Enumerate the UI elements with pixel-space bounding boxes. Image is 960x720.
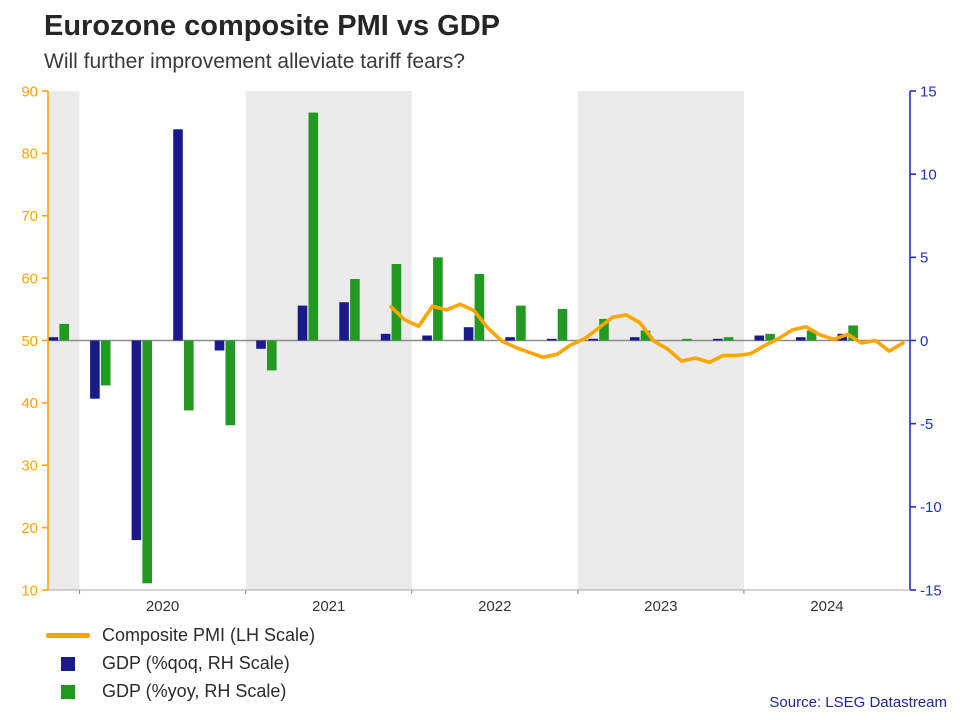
svg-text:2022: 2022 [478,598,511,615]
source-note: Source: LSEG Datastream [769,694,947,711]
svg-text:15: 15 [920,83,937,100]
svg-text:60: 60 [21,270,38,287]
legend-item-gdp-qoq: GDP (%qoq, RH Scale) [46,651,315,676]
svg-text:30: 30 [21,458,38,475]
svg-text:-5: -5 [920,416,933,433]
legend-label-pmi: Composite PMI (LH Scale) [102,625,316,645]
legend-label-gdp-yoy: GDP (%yoy, RH Scale) [102,681,287,701]
gdp-qoq-swatch-area [46,656,94,671]
svg-text:50: 50 [21,333,38,350]
svg-text:2020: 2020 [146,598,179,615]
legend-label-gdp-qoq: GDP (%qoq, RH Scale) [102,653,290,673]
pmi-swatch-area [46,633,94,638]
svg-text:80: 80 [21,146,38,163]
svg-text:2021: 2021 [312,598,345,615]
svg-text:40: 40 [21,395,38,412]
svg-text:-10: -10 [920,499,942,516]
gdp-yoy-swatch-area [46,684,94,699]
gdp-yoy-swatch-icon [61,684,75,699]
legend-item-composite-pmi: Composite PMI (LH Scale) [46,623,315,648]
pmi-line-swatch-icon [46,633,90,638]
svg-text:10: 10 [21,582,38,599]
svg-text:70: 70 [21,208,38,225]
svg-text:2023: 2023 [644,598,677,615]
svg-text:2024: 2024 [810,598,843,615]
gdp-qoq-swatch-icon [61,656,75,671]
svg-text:10: 10 [920,166,937,183]
legend: Composite PMI (LH Scale) GDP (%qoq, RH S… [46,623,315,704]
page-title: Eurozone composite PMI vs GDP [44,10,501,42]
svg-text:0: 0 [920,333,928,350]
svg-text:-15: -15 [920,582,942,599]
svg-text:20: 20 [21,520,38,537]
legend-item-gdp-yoy: GDP (%yoy, RH Scale) [46,679,315,704]
svg-text:5: 5 [920,250,928,267]
svg-text:90: 90 [21,83,38,100]
page-subtitle: Will further improvement alleviate tarif… [44,50,465,73]
